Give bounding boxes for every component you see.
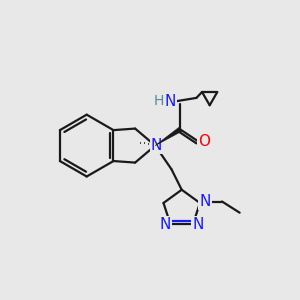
Text: H: H <box>154 94 164 108</box>
Text: N: N <box>200 194 211 209</box>
Text: N: N <box>164 94 176 109</box>
Text: N: N <box>160 217 171 232</box>
Text: N: N <box>193 217 204 232</box>
Text: N: N <box>151 138 162 153</box>
Text: O: O <box>198 134 210 149</box>
Polygon shape <box>155 128 182 146</box>
